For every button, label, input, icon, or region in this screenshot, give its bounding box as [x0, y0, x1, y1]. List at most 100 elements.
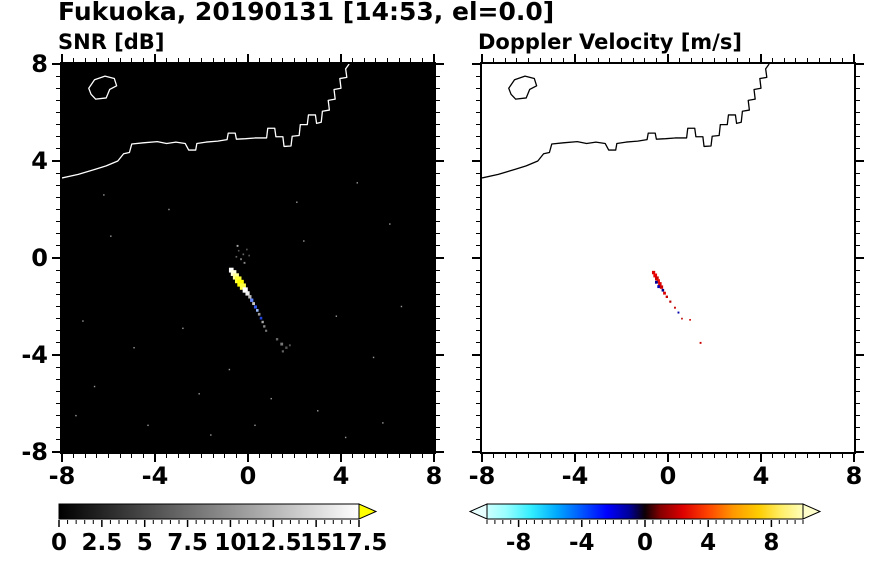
y-axis-tick-right: [436, 63, 444, 65]
y-axis-tick: [56, 136, 60, 138]
data-point: [665, 295, 668, 299]
data-point: [242, 253, 245, 256]
x-axis-tick-top: [737, 58, 739, 62]
y-axis-tick: [476, 184, 480, 186]
data-point: [656, 279, 660, 283]
y-axis-tick-right: [856, 221, 860, 223]
colorbar-tick-label: 5: [136, 530, 153, 556]
y-axis-tick: [56, 306, 60, 307]
x-axis-tick: [235, 454, 237, 458]
x-axis-tick-top: [586, 58, 588, 62]
y-axis-tick: [56, 124, 60, 126]
y-axis-tick-right: [856, 318, 860, 320]
y-axis-tick: [476, 318, 480, 320]
y-axis-tick: [472, 63, 480, 65]
island-outline: [89, 76, 117, 99]
x-axis-tick-top: [84, 58, 86, 62]
x-axis-tick: [363, 454, 365, 458]
y-axis-tick: [56, 148, 60, 150]
y-axis-tick: [472, 354, 480, 356]
x-axis-tick: [528, 454, 529, 458]
data-point: [103, 194, 105, 196]
y-axis-tick: [476, 403, 480, 404]
x-axis-tick: [516, 454, 518, 458]
x-tick-label: 4: [332, 462, 350, 490]
x-tick-label: 0: [239, 462, 257, 490]
x-axis-tick-top: [725, 58, 727, 62]
y-axis-tick-right: [436, 318, 440, 320]
x-axis-tick: [783, 454, 785, 458]
velocity-colorbar: [468, 503, 822, 527]
x-axis-tick: [853, 454, 855, 462]
x-axis-tick-top: [154, 54, 156, 62]
y-axis-tick-right: [436, 366, 440, 368]
x-axis-tick: [375, 454, 377, 458]
y-axis-tick: [476, 342, 480, 344]
velocity-map-panel: [480, 62, 856, 454]
colorbar-tick-label: 15: [300, 530, 333, 556]
data-point: [265, 329, 268, 332]
x-axis-tick: [667, 454, 669, 462]
y-axis-tick: [56, 330, 60, 332]
y-axis-tick-right: [436, 293, 440, 295]
x-tick-label: -4: [141, 462, 169, 490]
y-axis-tick: [56, 245, 60, 247]
x-axis-tick: [597, 454, 599, 458]
data-point: [285, 346, 288, 349]
colorbar-tick-label: 4: [700, 530, 717, 556]
data-point: [256, 309, 259, 312]
x-axis-tick-top: [61, 54, 63, 62]
x-axis-tick-top: [119, 58, 121, 62]
data-point: [296, 201, 298, 203]
y-axis-tick-right: [856, 293, 860, 295]
x-axis-tick-top: [363, 58, 365, 62]
x-tick-label: 0: [659, 462, 677, 490]
x-axis-tick: [772, 454, 774, 458]
x-axis-tick: [177, 454, 179, 458]
data-point: [237, 279, 244, 287]
data-point: [689, 318, 691, 321]
data-point: [677, 311, 680, 314]
data-point: [240, 258, 242, 261]
x-axis-tick-top: [644, 58, 646, 62]
x-axis-tick: [807, 454, 808, 458]
data-point: [252, 302, 255, 306]
data-point: [356, 182, 358, 184]
colorbar-left-arrow: [468, 503, 488, 520]
island-outline: [509, 76, 537, 99]
x-axis-tick-top: [328, 58, 330, 62]
data-point: [248, 254, 250, 257]
y-axis-tick: [56, 172, 60, 174]
x-axis-tick-top: [317, 58, 319, 62]
x-axis-tick-top: [655, 58, 657, 62]
x-axis-tick-top: [516, 58, 518, 62]
y-axis-tick-right: [436, 99, 440, 101]
y-axis-tick-right: [436, 306, 440, 307]
y-axis-tick-right: [436, 209, 440, 210]
data-point: [254, 424, 256, 427]
y-axis-tick-right: [436, 427, 440, 429]
colorbar-bar: [58, 503, 360, 520]
x-axis-tick-top: [714, 58, 715, 62]
y-axis-tick: [472, 257, 480, 259]
y-axis-tick-right: [436, 245, 440, 247]
x-axis-tick: [328, 454, 330, 458]
y-axis-tick: [52, 451, 60, 453]
y-tick-label: 8: [31, 50, 48, 78]
y-axis-tick: [56, 342, 60, 344]
x-axis-tick-top: [294, 58, 295, 62]
y-axis-tick: [56, 390, 60, 392]
y-axis-tick: [476, 99, 480, 101]
y-axis-tick-right: [856, 233, 860, 235]
x-axis-tick: [737, 454, 739, 458]
y-axis-tick-right: [856, 124, 860, 126]
x-axis-tick-top: [131, 58, 133, 62]
y-axis-tick: [476, 427, 480, 429]
y-axis-tick-right: [856, 196, 860, 198]
x-axis-tick: [655, 454, 657, 458]
data-point: [232, 273, 239, 280]
y-axis-tick: [476, 136, 480, 138]
y-axis-tick: [476, 87, 480, 89]
y-axis-tick: [56, 318, 60, 320]
x-axis-tick: [410, 454, 412, 458]
